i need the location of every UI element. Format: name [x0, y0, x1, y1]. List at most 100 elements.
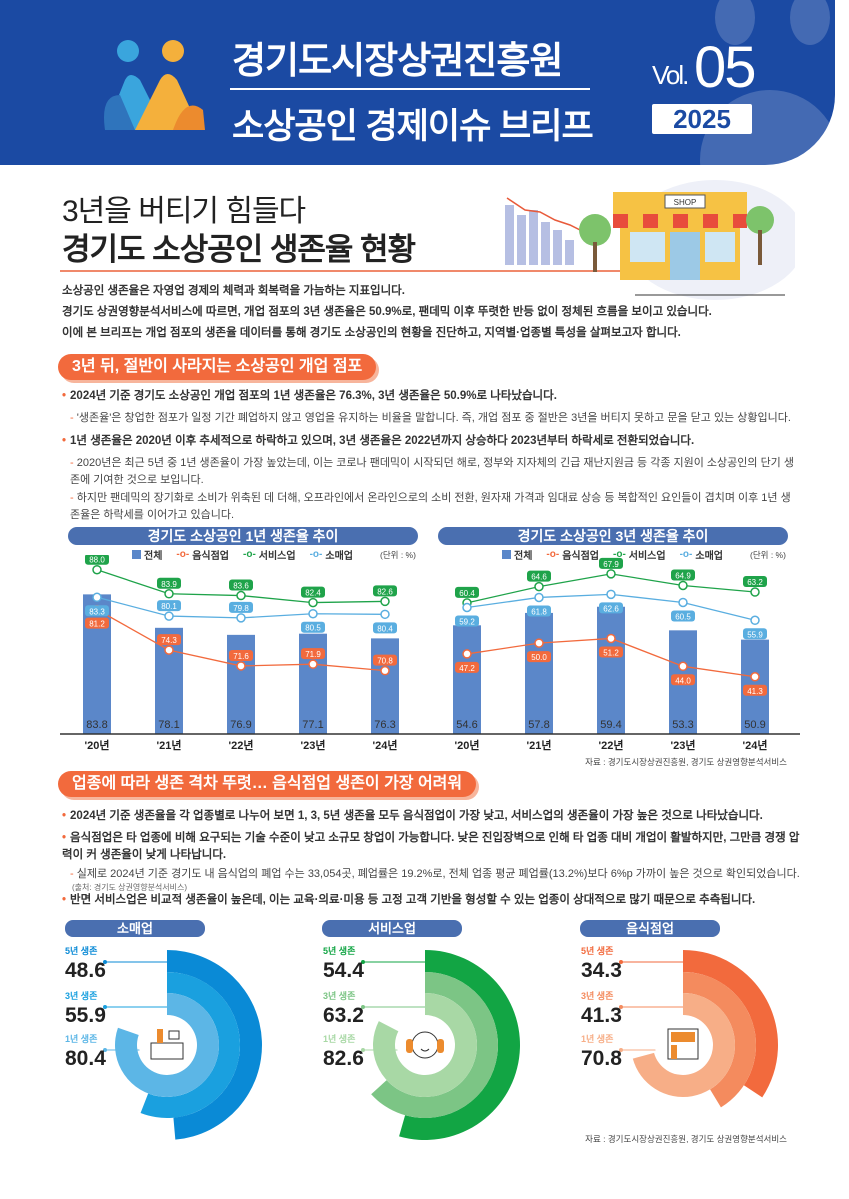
data-point-retail — [750, 615, 760, 626]
data-label-service: 64.9 — [675, 571, 691, 580]
data-label-bg — [85, 555, 109, 565]
data-label-service: 83.6 — [233, 582, 249, 591]
data-label-retail: 61.8 — [531, 607, 547, 616]
data-point-service — [92, 564, 102, 575]
radial-value: 82.6 — [323, 1047, 364, 1070]
x-tick-label: '23년 — [671, 738, 696, 752]
data-label-bg — [301, 586, 325, 598]
bar-value-label: 83.8 — [86, 719, 107, 731]
legend-item-service: -o- 서비스업 — [243, 549, 296, 562]
data-label-service: 60.4 — [459, 589, 475, 598]
data-label-bg — [301, 648, 325, 660]
bar-value-label: 54.6 — [456, 719, 477, 731]
radial-value: 80.4 — [65, 1047, 106, 1070]
center-circle — [397, 1017, 453, 1073]
org-name: 경기도시장상권진흥원 — [232, 40, 563, 81]
bar-value-label: 57.8 — [528, 719, 549, 731]
radial-label: 3년 생존 — [65, 990, 97, 1001]
intro-text: 소상공인 생존율은 자영업 경제의 체력과 회복력을 가늠하는 지표입니다. — [62, 285, 405, 297]
radial-bar-1yr — [632, 993, 735, 1097]
data-label-bg — [229, 579, 253, 591]
label-leader-dot — [619, 1048, 623, 1052]
x-tick-label: '22년 — [599, 738, 624, 752]
data-point-retail — [462, 602, 472, 613]
bar-value-label: 76.3 — [374, 719, 395, 731]
data-point-service — [236, 590, 246, 601]
sub-bullet-text: 하지만 팬데믹의 장기화로 소비가 위축된 데 더해, 오프라인에서 온라인으로… — [70, 490, 800, 524]
center-circle — [655, 1017, 711, 1073]
data-label-food: 71.6 — [233, 652, 249, 661]
data-point-food — [308, 659, 318, 669]
data-label-bg — [157, 600, 181, 612]
chart-title: 경기도 소상공인 3년 생존율 추이 — [438, 527, 788, 545]
data-label-food: 74.3 — [161, 636, 177, 645]
x-tick-label: '21년 — [527, 738, 552, 752]
data-label-bg — [373, 585, 397, 597]
data-label-retail: 80.4 — [377, 624, 393, 633]
bullet-text: 1년 생존율은 2020년 이후 추세적으로 하락하고 있으며, 3년 생존율은… — [62, 433, 802, 450]
data-point-retail — [606, 589, 616, 600]
data-point-retail — [308, 608, 318, 619]
data-label-service: 83.9 — [161, 580, 177, 589]
shop-sign: SHOP — [674, 198, 697, 207]
bar-total — [525, 612, 553, 734]
legend-swatch-icon — [132, 550, 141, 559]
volume-label: Vol. — [652, 60, 689, 90]
data-point-food — [678, 661, 688, 672]
chart-title: 경기도 소상공인 1년 생존율 추이 — [68, 527, 418, 545]
x-tick-label: '24년 — [373, 738, 398, 752]
data-label-food: 50.0 — [531, 653, 547, 662]
label-leader-dot — [619, 1005, 623, 1009]
unit-label: (단위 : %) — [380, 550, 416, 560]
data-label-bg — [229, 601, 253, 613]
radial-bar-3yr — [683, 972, 756, 1108]
radial-value: 48.6 — [65, 959, 106, 982]
intro-text: 경기도 상권영향분석서비스에 따르면, 개업 점포의 3년 생존율은 50.9%… — [62, 306, 712, 318]
radial-label: 5년 생존 — [581, 945, 613, 956]
data-label-food: 71.9 — [305, 650, 321, 659]
data-label-bg — [301, 621, 325, 633]
bar-value-label: 59.4 — [600, 719, 621, 731]
chart-legend: 전체 -o- 음식점업 -o- 서비스업 -o- 소매업 — [132, 547, 353, 562]
decorative-circle — [790, 0, 830, 45]
source-note: 자료 : 경기도시장상권진흥원, 경기도 상권영향분석서비스 — [585, 757, 787, 767]
data-label-retail: 80.5 — [305, 624, 321, 633]
radial-label: 1년 생존 — [65, 1033, 97, 1044]
data-point-service — [308, 597, 318, 608]
data-point-retail — [380, 609, 390, 620]
bar-value-label: 78.1 — [158, 719, 179, 731]
data-label-bg — [671, 674, 695, 686]
data-label-bg — [373, 622, 397, 634]
data-label-food: 81.2 — [89, 620, 105, 629]
page-subtitle: 3년을 버티기 힘들다 — [62, 195, 306, 228]
data-point-food — [606, 633, 616, 644]
data-label-food: 51.2 — [603, 648, 619, 657]
legend-item-food: -o- 음식점업 — [546, 549, 599, 562]
sub-bullet-text: 실제로 2024년 기준 경기도 내 음식업의 폐업 수는 33,054곳, 폐… — [70, 866, 800, 883]
data-label-bg — [743, 628, 767, 640]
data-label-food: 47.2 — [459, 664, 475, 673]
label-leader-dot — [103, 1005, 107, 1009]
data-label-food: 41.3 — [747, 687, 763, 696]
data-point-service — [606, 569, 616, 579]
logo-icon — [104, 40, 205, 130]
bar-value-label: 50.9 — [744, 719, 765, 731]
sub-bullet-text: '생존율'은 창업한 점포가 일정 기간 폐업하지 않고 영업을 유지하는 비율… — [70, 410, 800, 427]
intro-text: 이에 본 브리프는 개업 점포의 생존율 데이터를 통해 경기도 소상공인의 현… — [62, 327, 681, 339]
data-label-bg — [599, 557, 623, 569]
center-circle — [139, 1017, 195, 1073]
data-label-retail: 62.6 — [603, 604, 619, 613]
cash-register-icon — [150, 1029, 184, 1060]
data-label-retail: 55.9 — [747, 630, 763, 639]
label-leader-dot — [361, 1005, 365, 1009]
legend-item-retail: -o- 소매업 — [309, 549, 353, 562]
x-tick-label: '20년 — [85, 738, 110, 752]
radial-value: 41.3 — [581, 1004, 622, 1027]
legend-line-icon: -o- — [679, 549, 693, 560]
data-label-bg — [527, 651, 551, 663]
radial-value: 55.9 — [65, 1004, 106, 1027]
data-label-bg — [455, 586, 479, 598]
data-label-retail: 79.8 — [233, 604, 249, 613]
radial-label: 3년 생존 — [323, 990, 355, 1001]
data-label-food: 44.0 — [675, 676, 691, 685]
